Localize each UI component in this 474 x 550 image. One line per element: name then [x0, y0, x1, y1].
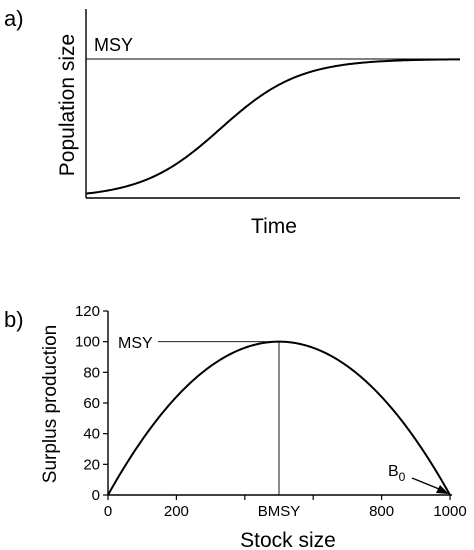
panel-b-b0-arrowhead: [436, 485, 449, 494]
panel-a-x-axis-title: Time: [251, 215, 297, 238]
panel-a-msy-label: MSY: [94, 35, 133, 55]
panel-b: b) 0 20 40 60 80 100 120 0 200 BMSY 800 1000 MSY B…: [4, 303, 467, 550]
panel-a-logistic-curve: [85, 58, 461, 195]
panel-b-y-tick-label: 40: [83, 426, 100, 443]
panel-b-y-tick-label: 100: [75, 334, 100, 351]
panel-b-x-axis-title: Stock size: [240, 529, 336, 550]
panel-b-production-curve: [107, 340, 451, 496]
panel-b-x-ticks: 0 200 BMSY 800 1000: [104, 495, 467, 520]
panel-a-y-axis-title: Population size: [56, 34, 79, 176]
panel-b-b0-annotation: B0: [388, 463, 449, 494]
panel-a: a) MSY Time Population size: [4, 6, 461, 238]
panel-b-msy-label: MSY: [118, 335, 153, 352]
panel-b-b0-label: B0: [388, 463, 406, 484]
panel-b-y-tick-label: 60: [83, 395, 100, 412]
panel-b-x-tick-label: BMSY: [258, 503, 301, 520]
panel-b-x-tick-label: 200: [164, 503, 189, 520]
panel-b-x-tick-label: 800: [369, 503, 394, 520]
panel-b-y-tick-label: 20: [83, 456, 100, 473]
panel-b-x-tick-label: 1000: [433, 503, 466, 520]
panel-a-label: a): [4, 6, 24, 31]
panel-b-x-tick-label: 0: [104, 503, 112, 520]
panel-b-y-axis-title: Surplus production: [40, 325, 61, 483]
panel-b-label: b): [4, 307, 24, 332]
panel-b-y-tick-label: 120: [75, 303, 100, 320]
panel-b-y-tick-label: 0: [92, 487, 100, 504]
panel-b-y-ticks: 0 20 40 60 80 100 120: [75, 303, 108, 504]
panel-b-y-tick-label: 80: [83, 364, 100, 381]
